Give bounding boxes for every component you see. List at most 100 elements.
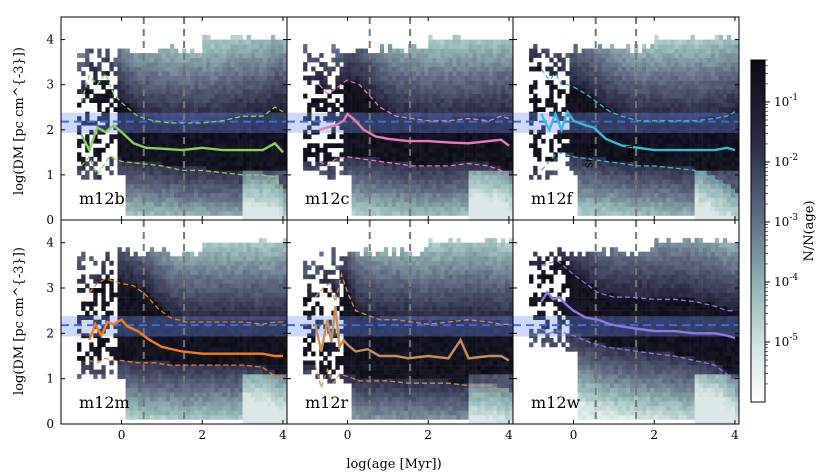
heatmap-cell: [105, 80, 110, 85]
heatmap-cell: [351, 93, 356, 99]
heatmap-cell: [682, 48, 687, 54]
heatmap-cell: [706, 71, 711, 76]
heatmap-cell: [105, 93, 110, 99]
heatmap-cell: [396, 202, 401, 207]
heatmap-cell: [626, 129, 631, 135]
heatmap-cell: [630, 202, 635, 207]
heatmap-cell: [460, 143, 465, 149]
heatmap-cell: [613, 98, 619, 103]
heatmap-cell: [601, 202, 607, 207]
heatmap-cell: [133, 211, 138, 216]
heatmap-cell: [666, 156, 671, 162]
heatmap-cell: [178, 202, 183, 207]
heatmap-cell: [662, 165, 667, 171]
heatmap-cell: [206, 174, 211, 180]
heatmap-cell: [428, 84, 433, 90]
heatmap-cell: [484, 188, 490, 194]
heatmap-cell: [274, 102, 280, 108]
heatmap-cell: [702, 89, 707, 94]
heatmap-cell: [149, 125, 155, 131]
heatmap-cell: [436, 134, 441, 140]
heatmap-cell: [230, 179, 235, 185]
heatmap-cell: [428, 75, 433, 81]
heatmap-cell: [678, 66, 683, 72]
heatmap-cell: [133, 66, 138, 72]
heatmap-cell: [81, 71, 86, 76]
heatmap-cell: [371, 75, 377, 81]
heatmap-cell: [214, 75, 219, 81]
heatmap-cell: [404, 62, 409, 67]
heatmap-cell: [626, 134, 631, 140]
heatmap-cell: [274, 44, 280, 49]
heatmap-cell: [646, 192, 651, 198]
heatmap-cell: [371, 138, 377, 144]
heatmap-cell: [702, 183, 707, 189]
heatmap-cell: [351, 138, 356, 144]
heatmap-cell: [375, 120, 381, 126]
heatmap-cell: [371, 98, 377, 103]
heatmap-cell: [331, 66, 336, 72]
heatmap-cell: [460, 75, 465, 81]
heatmap-cell: [706, 39, 711, 45]
heatmap-cell: [351, 143, 356, 149]
heatmap-cell: [702, 138, 707, 144]
heatmap-cell: [202, 138, 207, 144]
heatmap-cell: [242, 102, 247, 108]
heatmap-cell: [258, 202, 264, 207]
heatmap-cell: [484, 75, 490, 81]
heatmap-cell: [420, 152, 425, 158]
heatmap-cell: [234, 192, 239, 198]
heatmap-cell: [375, 161, 381, 167]
heatmap-cell: [630, 152, 635, 158]
heatmap-cell: [105, 120, 110, 126]
heatmap-cell: [363, 179, 368, 185]
heatmap-cell: [666, 134, 671, 140]
heatmap-cell: [145, 147, 151, 153]
heatmap-cell: [589, 53, 594, 58]
heatmap-cell: [480, 206, 485, 212]
heatmap-cell: [577, 89, 582, 94]
heatmap-cell: [359, 147, 364, 153]
heatmap-cell: [642, 66, 647, 72]
heatmap-cell: [654, 57, 659, 63]
heatmap-cell: [468, 147, 473, 153]
heatmap-cell: [363, 147, 368, 153]
heatmap-cell: [617, 156, 623, 162]
heatmap-cell: [121, 89, 126, 94]
heatmap-cell: [500, 116, 506, 121]
heatmap-cell: [456, 120, 461, 126]
heatmap-cell: [186, 53, 191, 58]
heatmap-cell: [186, 80, 191, 85]
heatmap-cell: [218, 156, 223, 162]
heatmap-cell: [694, 48, 699, 54]
heatmap-cell: [646, 66, 651, 72]
heatmap-cell: [125, 183, 130, 189]
heatmap-cell: [283, 75, 288, 81]
heatmap-cell: [581, 93, 586, 99]
heatmap-cell: [226, 134, 231, 140]
lower-percentile-line: [80, 155, 284, 192]
heatmap-cell: [246, 129, 251, 135]
heatmap-cell: [387, 84, 393, 90]
heatmap-cell: [315, 143, 320, 149]
heatmap-cell: [569, 161, 574, 167]
heatmap-cell: [456, 206, 461, 212]
heatmap-cell: [682, 116, 687, 121]
heatmap-cell: [589, 111, 594, 117]
heatmap-cell: [553, 170, 558, 176]
heatmap-cell: [585, 143, 590, 149]
heatmap-cell: [230, 80, 235, 85]
heatmap-cell: [266, 48, 272, 54]
heatmap-cell: [347, 156, 352, 162]
heatmap-cell: [371, 183, 377, 189]
heatmap-cell: [335, 48, 340, 54]
heatmap-cell: [266, 75, 272, 81]
heatmap-cell: [432, 111, 437, 117]
heatmap-cell: [504, 93, 510, 99]
heatmap-cell: [222, 93, 227, 99]
heatmap-cell: [642, 93, 647, 99]
heatmap-cell: [622, 129, 627, 135]
heatmap-cell: [198, 93, 203, 99]
heatmap-cell: [379, 202, 385, 207]
heatmap-cell: [666, 116, 671, 121]
